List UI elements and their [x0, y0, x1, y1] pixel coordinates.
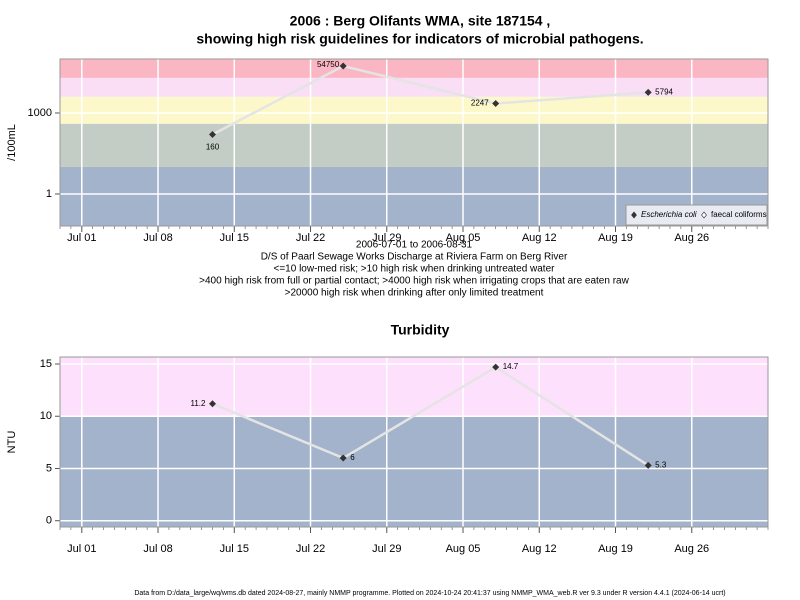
chart-title: Turbidity — [391, 322, 450, 338]
x-tick-label: Aug 12 — [522, 232, 557, 244]
data-label: 6 — [350, 453, 355, 462]
x-tick-label: Jul 22 — [296, 232, 325, 244]
risk-band — [60, 123, 768, 167]
legend-box — [625, 204, 768, 226]
risk-band — [60, 357, 768, 417]
legend-label: Escherichia coli — [641, 210, 697, 219]
data-label: 160 — [206, 143, 220, 152]
data-label: 2247 — [471, 99, 489, 108]
data-point — [208, 130, 216, 138]
x-tick-label: Jul 01 — [67, 232, 96, 244]
x-tick-label: Jul 29 — [372, 543, 401, 555]
data-line — [212, 365, 649, 467]
data-point — [492, 99, 500, 107]
subtitle: D/S of Paarl Sewage Works Discharge at R… — [261, 252, 568, 263]
chart-title: showing high risk guidelines for indicat… — [196, 31, 643, 47]
x-tick-label: Aug 26 — [674, 543, 709, 555]
y-axis-label: /100mL — [6, 124, 18, 161]
legend-marker — [631, 211, 637, 219]
y-tick-label: 5 — [46, 462, 52, 474]
x-tick-label: Jul 08 — [143, 543, 172, 555]
risk-band — [60, 77, 768, 97]
data-label: 54750 — [317, 60, 340, 69]
subtitle: <=10 low-med risk; >10 high risk when dr… — [274, 264, 556, 275]
plot-frame — [59, 356, 769, 528]
x-tick-label: Aug 05 — [446, 232, 481, 244]
x-tick-label: Aug 12 — [522, 543, 557, 555]
data-line — [211, 64, 649, 136]
y-tick-label: 1 — [46, 188, 52, 200]
y-axis-label: NTU — [6, 431, 18, 454]
data-label: 5.3 — [655, 460, 667, 469]
plot-frame — [59, 58, 769, 227]
x-tick-label: Jul 01 — [67, 543, 96, 555]
x-tick-label: Aug 26 — [674, 232, 709, 244]
risk-band — [60, 96, 768, 124]
y-tick-label: 1000 — [28, 107, 52, 119]
data-point — [644, 88, 652, 96]
legend: Escherichia coli faecal coliforms — [625, 204, 768, 226]
y-tick-label: 10 — [40, 410, 52, 422]
x-tick-label: Jul 22 — [296, 543, 325, 555]
legend-marker — [701, 211, 707, 219]
chart-title: 2006 : Berg Olifants WMA, site 187154 , — [290, 13, 551, 29]
data-label: 14.7 — [503, 362, 519, 371]
y-tick-label: 15 — [40, 358, 52, 370]
risk-band — [60, 59, 768, 78]
x-tick-label: Aug 19 — [598, 232, 633, 244]
data-label: 11.2 — [191, 399, 207, 408]
x-tick-label: Jul 29 — [372, 232, 401, 244]
x-tick-label: Jul 15 — [220, 232, 249, 244]
subtitle: >400 high risk from full or partial cont… — [199, 276, 629, 287]
data-point — [339, 454, 347, 462]
data-point — [208, 400, 216, 408]
data-point — [339, 62, 347, 70]
x-tick-label: Aug 19 — [598, 543, 633, 555]
risk-band — [60, 416, 768, 527]
subtitle: >20000 high risk when drinking after onl… — [285, 288, 544, 299]
footer: Data from D:/data_large/wq/wms.db dated … — [134, 590, 725, 597]
subtitle: 2006-07-01 to 2006-08-31 — [356, 240, 473, 251]
legend-label: faecal coliforms — [711, 210, 767, 219]
data-point — [492, 363, 500, 371]
x-tick-label: Jul 08 — [143, 232, 172, 244]
data-label: 5794 — [655, 87, 673, 96]
x-tick-label: Aug 05 — [446, 543, 481, 555]
y-tick-label: 0 — [46, 515, 52, 527]
x-tick-label: Jul 15 — [220, 543, 249, 555]
data-point — [644, 461, 652, 469]
